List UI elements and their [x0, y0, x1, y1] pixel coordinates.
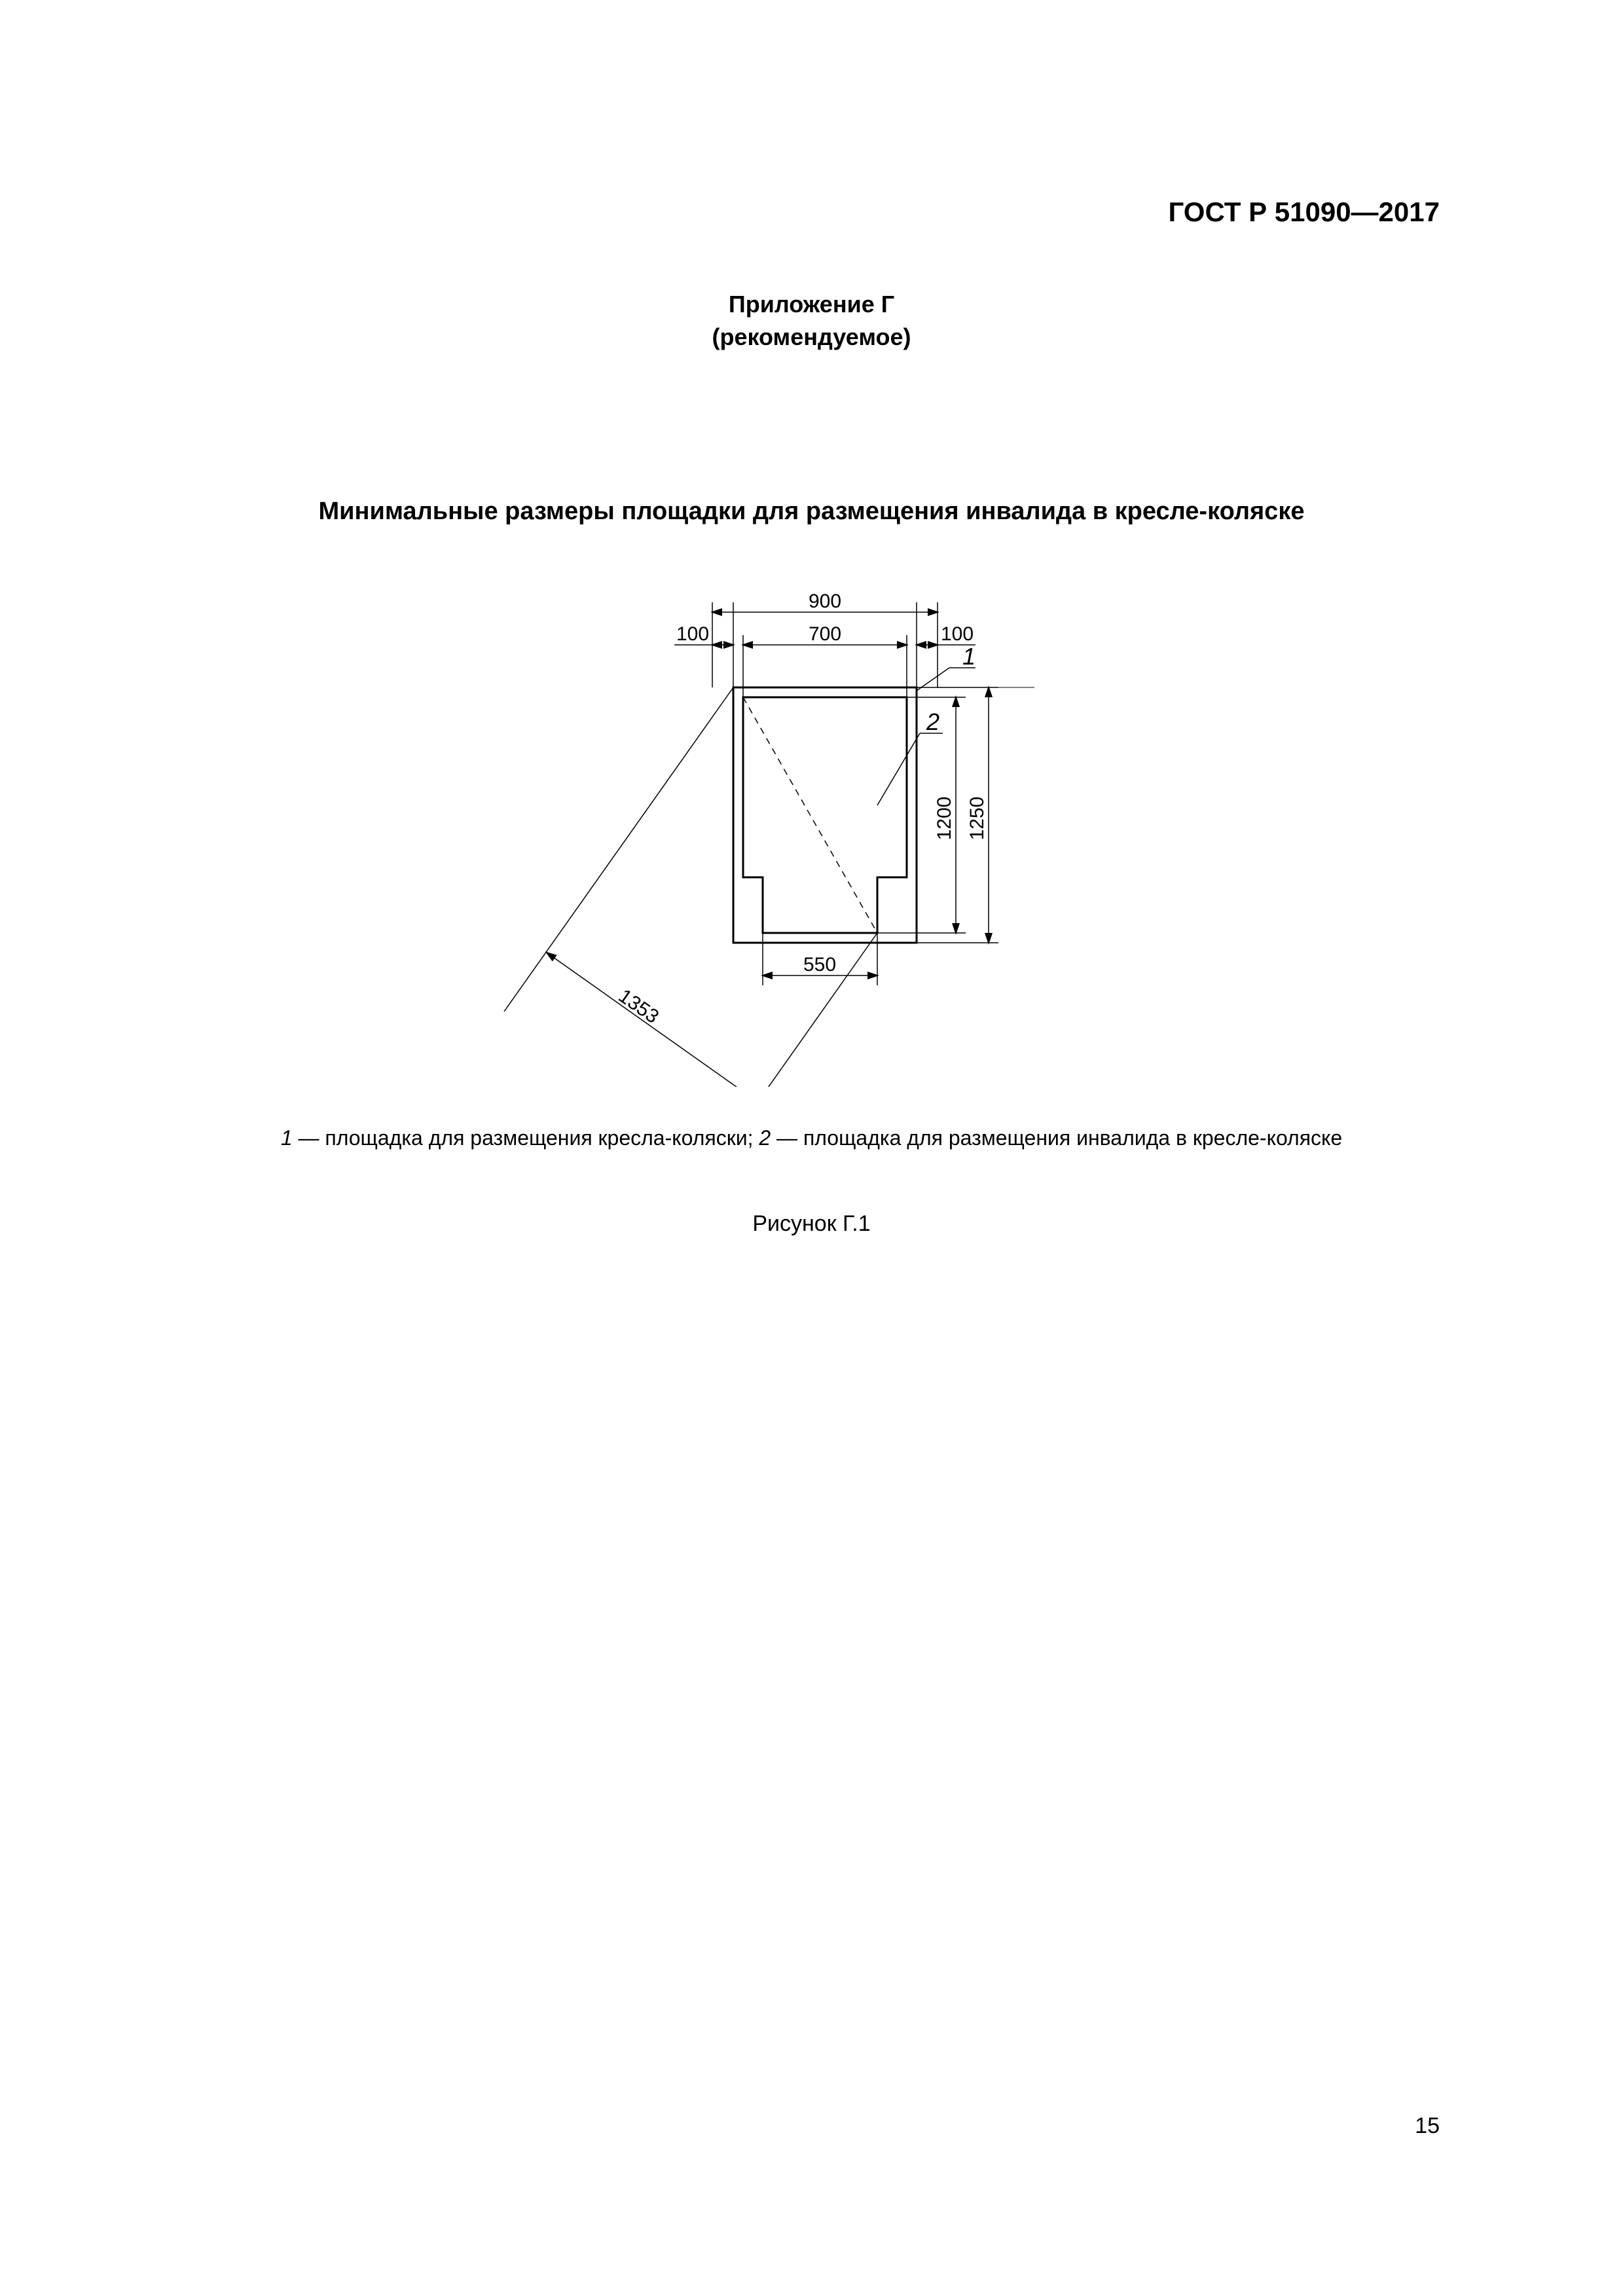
outer-rect [733, 687, 917, 943]
diagram-container: 900 700 100 100 1200 1250 550 [0, 576, 1623, 1087]
inner-shape [743, 697, 907, 933]
dim-550: 550 [803, 954, 835, 975]
appendix-subtitle: Приложение Г (рекомендуемое) [0, 288, 1623, 354]
figure-legend: 1 — площадка для размещения кресла-коляс… [0, 1126, 1623, 1150]
label-ref2: 2 [926, 708, 939, 735]
appendix-line2: (рекомендуемое) [0, 321, 1623, 354]
dim-900: 900 [808, 591, 841, 612]
legend-text-2: — площадка для размещения инвалида в кре… [771, 1126, 1342, 1150]
dim-1200: 1200 [934, 797, 955, 841]
section-title: Минимальные размеры площадки для размеще… [0, 498, 1623, 526]
standard-code-header: ГОСТ Р 51090—2017 [1169, 196, 1440, 228]
legend-text-1: — площадка для размещения кресла-коляски… [293, 1126, 759, 1150]
figure-caption: Рисунок Г.1 [0, 1211, 1623, 1237]
appendix-line1: Приложение Г [0, 288, 1623, 321]
label-ref1: 1 [962, 643, 976, 670]
legend-num-1: 1 [281, 1126, 293, 1150]
dim-1250: 1250 [966, 797, 988, 841]
dim-100-left: 100 [676, 623, 708, 645]
dim-1353: 1353 [614, 985, 663, 1028]
dim-100-right: 100 [940, 623, 973, 645]
dim-700: 700 [808, 623, 841, 645]
legend-num-2: 2 [759, 1126, 771, 1150]
technical-drawing: 900 700 100 100 1200 1250 550 [419, 576, 1205, 1087]
page-number: 15 [1415, 2113, 1440, 2139]
